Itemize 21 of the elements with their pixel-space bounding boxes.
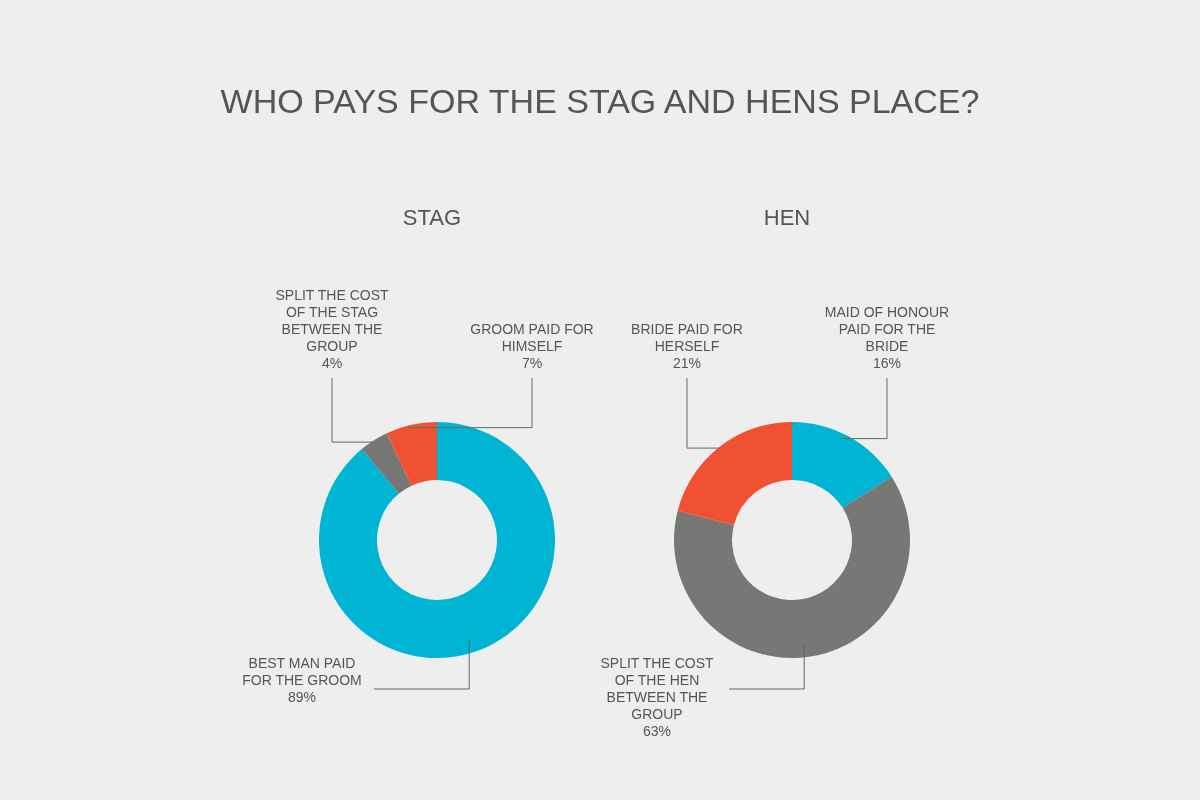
data-label: 4%: [321, 355, 343, 371]
donut-slice: [677, 422, 792, 526]
donut-slice: [792, 422, 892, 508]
slice-label: SPLIT THE COST OF THE HEN BETWEEN THE GROUP: [600, 655, 714, 722]
chart-subtitle: HEN: [763, 205, 811, 230]
data-label: 7%: [521, 355, 543, 371]
donut-slice: [386, 422, 437, 486]
donut-slice: [361, 433, 412, 494]
slice-label: BEST MAN PAID FOR THE GROOM: [242, 655, 362, 688]
slice-label: GROOM PAID FOR HIMSELF: [470, 321, 594, 354]
chart-title: WHO PAYS FOR THE STAG AND HENS PLACE?: [219, 82, 981, 121]
donut-slice: [319, 422, 555, 658]
data-label: 16%: [872, 355, 902, 371]
donut-slice: [674, 476, 910, 658]
data-label: 63%: [642, 723, 672, 739]
slice-label: MAID OF HONOUR PAID FOR THE BRIDE: [824, 304, 950, 354]
data-label: 21%: [672, 355, 702, 371]
slice-label: BRIDE PAID FOR HERSELF: [631, 321, 743, 354]
data-label: 89%: [287, 689, 317, 705]
chart-subtitle: STAG: [402, 205, 462, 230]
slice-label: SPLIT THE COST OF THE STAG BETWEEN THE GROUP: [275, 287, 389, 354]
